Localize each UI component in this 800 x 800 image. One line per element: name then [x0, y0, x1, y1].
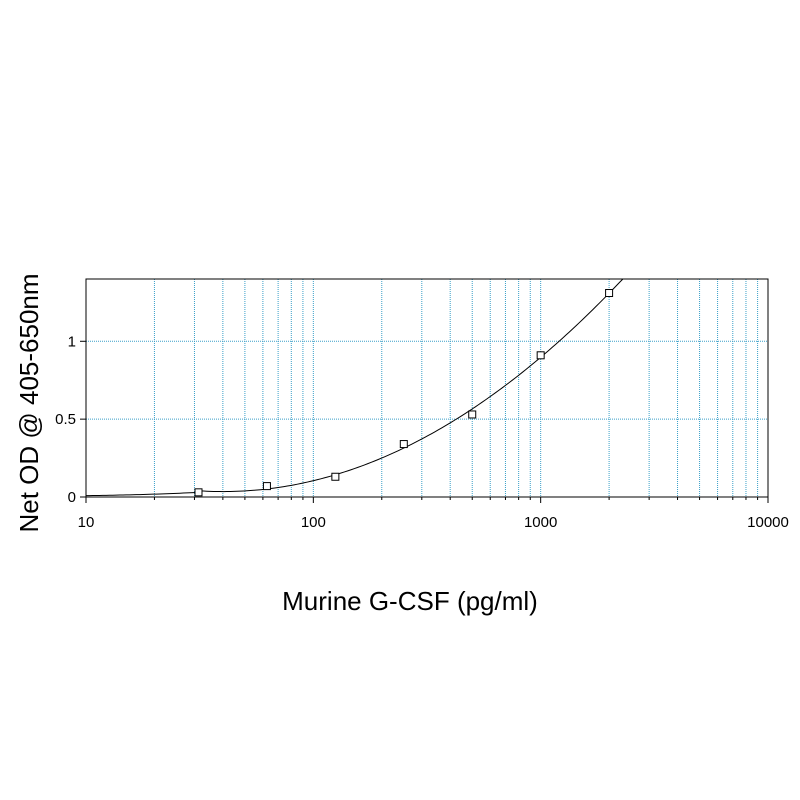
fit-curve	[85, 278, 624, 497]
x-tick-label: 1000	[524, 514, 557, 531]
x-tick-label: 100	[301, 514, 326, 531]
data-point	[399, 440, 408, 449]
y-tick-label: 0.5	[55, 411, 76, 428]
data-point	[262, 482, 271, 491]
plot-border	[85, 278, 769, 498]
y-tick-label: 0	[68, 489, 76, 506]
y-tick-labels: 00.51	[55, 333, 76, 506]
x-tick-label: 10	[78, 514, 95, 531]
data-point	[605, 289, 614, 298]
x-axis-title: Murine G-CSF (pg/ml)	[282, 586, 538, 616]
y-axis-title: Net OD @ 405-650nm	[14, 273, 44, 532]
y-tick-label: 1	[68, 333, 76, 350]
data-point	[468, 410, 477, 419]
plot-frame	[85, 278, 769, 498]
x-tick-label: 10000	[747, 514, 789, 531]
grid	[86, 279, 768, 497]
data-point	[194, 488, 203, 497]
axis-ticks	[80, 340, 769, 503]
data-point	[331, 472, 340, 481]
data-points	[194, 289, 614, 497]
data-point	[536, 351, 545, 360]
x-tick-labels: 10 100 1000 10000	[78, 514, 789, 531]
